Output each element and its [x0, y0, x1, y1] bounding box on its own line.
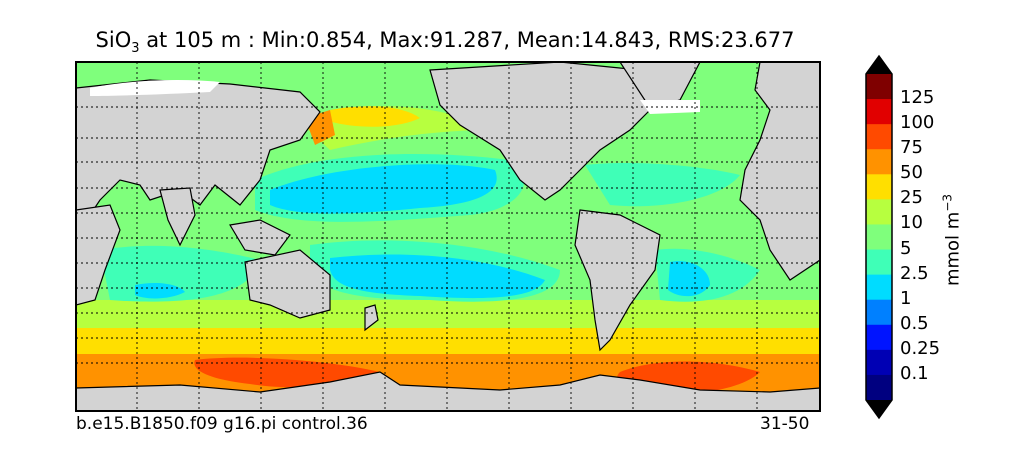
colorbar-tick-label: 1	[900, 287, 912, 309]
colorbar-bin	[866, 224, 892, 251]
patch-satl-1	[668, 261, 710, 297]
colorbar-tick-label: 0.25	[900, 337, 941, 359]
map-frame	[75, 61, 821, 412]
colorbar-bin	[866, 124, 892, 150]
colorbar-bin	[866, 249, 892, 276]
patch-ross-red	[194, 357, 380, 388]
band-southern-10	[76, 300, 820, 330]
colorbar	[865, 54, 893, 420]
map-title: SiO3 at 105 m : Min:0.854, Max:91.287, M…	[0, 28, 890, 56]
land-masses	[76, 62, 820, 411]
case-name: b.e15.B1850.f09 g16.pi control.36	[76, 414, 368, 434]
title-species: SiO	[95, 28, 132, 52]
colorbar-bin	[866, 99, 892, 125]
colorbar-bin	[866, 149, 892, 175]
colorbar-tick-label: 10	[900, 212, 923, 234]
land-new-zealand	[364, 304, 379, 332]
patch-indian-1	[135, 282, 185, 299]
colorbar-bin	[866, 299, 892, 326]
colorbar-tick-label: 2.5	[900, 262, 929, 284]
graticule	[76, 62, 820, 411]
units-main: mmol m	[942, 211, 964, 287]
colorbar-over-arrow	[866, 56, 892, 74]
arctic-nodata-1	[90, 80, 220, 96]
patch-npac-25	[330, 106, 420, 127]
land-maritime-asia	[229, 219, 291, 256]
band-southern-25	[76, 328, 820, 356]
colorbar-bin	[866, 349, 892, 376]
colorbar-frame	[865, 54, 893, 420]
colorbar-bin	[866, 374, 892, 401]
colorbar-bin	[866, 199, 892, 225]
colorbar-bin	[866, 274, 892, 301]
land-africa	[76, 204, 121, 306]
colorbar-tick-label: 0.5	[900, 312, 929, 334]
colorbar-tick-label: 75	[900, 137, 923, 159]
land-australia	[244, 249, 331, 319]
colorbar-tick-label: 0.1	[900, 362, 929, 384]
patch-npac-gyre-1	[270, 164, 497, 214]
colorbar-tick-label: 100	[900, 112, 935, 134]
land-south-america	[574, 209, 661, 352]
colorbar-tick-label: 125	[900, 87, 935, 109]
land-india	[159, 187, 196, 247]
colorbar-under-arrow	[866, 400, 892, 418]
year-range: 31-50	[760, 414, 810, 434]
colorbar-tick-label: 50	[900, 162, 923, 184]
colorbar-tick-label: 5	[900, 237, 912, 259]
patch-natl-2p5	[585, 163, 740, 207]
title-species-subscript: 3	[131, 41, 140, 57]
colorbar-bin	[866, 74, 892, 100]
arctic-nodata-2	[640, 100, 700, 114]
colorbar-bin	[866, 174, 892, 200]
colorbar-bin	[866, 324, 892, 351]
title-stats: at 105 m : Min:0.854, Max:91.287, Mean:1…	[139, 28, 795, 52]
map-field	[76, 62, 820, 411]
units-exponent: −3	[940, 193, 955, 212]
colorbar-units: mmol m−3	[941, 194, 964, 286]
patch-spac-gyre-1	[330, 254, 545, 299]
land-antarctica	[76, 371, 820, 411]
colorbar-tick-label: 25	[900, 187, 923, 209]
